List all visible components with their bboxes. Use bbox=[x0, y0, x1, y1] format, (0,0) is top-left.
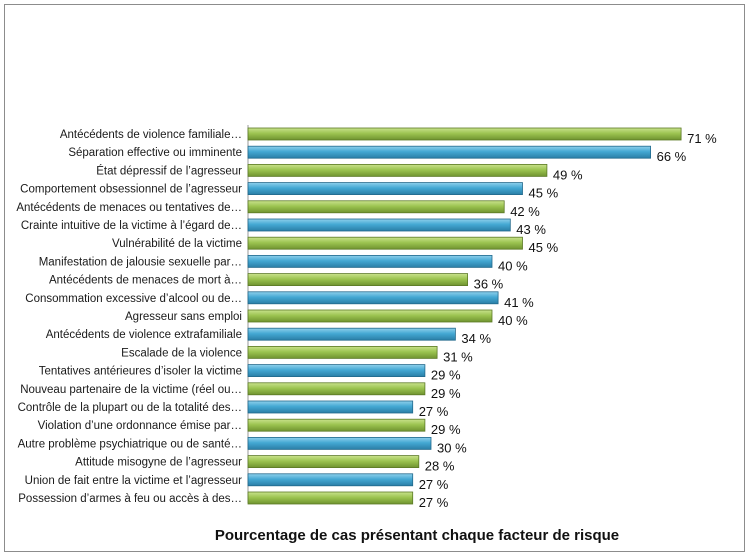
value-label: 40 % bbox=[498, 313, 528, 328]
value-label: 45 % bbox=[529, 240, 559, 255]
category-label: Escalade de la violence bbox=[121, 347, 242, 359]
value-label: 41 % bbox=[504, 295, 534, 310]
category-label: Crainte intuitive de la victime à l’égar… bbox=[21, 220, 242, 232]
value-label: 45 % bbox=[529, 186, 559, 201]
value-label: 49 % bbox=[553, 167, 583, 182]
category-label: État dépressif de l’agresseur bbox=[96, 164, 242, 177]
category-label: Nouveau partenaire de la victime (réel o… bbox=[20, 384, 242, 396]
bar-chart: Antécédents de violence familiale… Sépara… bbox=[16, 125, 717, 544]
bar-green bbox=[247, 418, 426, 432]
bar-blue bbox=[247, 400, 414, 414]
category-label: Manifestation de jalousie sexuelle par… bbox=[39, 256, 242, 268]
category-label: Violation d’une ordonnance émise par… bbox=[38, 420, 242, 432]
category-label: Possession d’armes à feu ou accès à des… bbox=[18, 493, 242, 505]
category-label: Antécédents de violence familiale… bbox=[60, 129, 242, 141]
category-label: Vulnérabilité de la victime bbox=[112, 238, 242, 250]
bar-blue bbox=[247, 254, 493, 268]
value-label: 27 % bbox=[419, 404, 449, 419]
value-label: 71 % bbox=[687, 131, 717, 146]
bar-green bbox=[247, 382, 426, 396]
bar-blue bbox=[247, 218, 511, 232]
category-label: Antécédents de menaces de mort à… bbox=[49, 275, 242, 287]
value-label: 30 % bbox=[437, 440, 467, 455]
value-labels: 71 %66 %49 %45 %42 %43 %45 %40 %36 %41 %… bbox=[419, 131, 717, 510]
bar-green bbox=[247, 309, 493, 323]
category-label: Antécédents de violence extrafamiliale bbox=[46, 329, 242, 341]
bar-blue bbox=[247, 182, 523, 196]
value-label: 42 % bbox=[510, 204, 540, 219]
value-label: 36 % bbox=[474, 277, 504, 292]
bar-green bbox=[247, 163, 548, 177]
bar-blue bbox=[247, 436, 432, 450]
value-label: 40 % bbox=[498, 258, 528, 273]
bar-blue bbox=[247, 145, 652, 159]
bar-blue bbox=[247, 473, 414, 487]
bar-green bbox=[247, 455, 420, 469]
value-label: 27 % bbox=[419, 477, 449, 492]
category-label: Séparation effective ou imminente bbox=[68, 147, 242, 159]
category-label: Consommation excessive d’alcool ou de… bbox=[25, 293, 242, 305]
value-label: 66 % bbox=[657, 149, 687, 164]
category-label: Attitude misogyne de l’agresseur bbox=[75, 457, 242, 469]
bar-green bbox=[247, 127, 682, 141]
bar-blue bbox=[247, 364, 426, 378]
x-axis-label: Pourcentage de cas présentant chaque fac… bbox=[215, 527, 619, 544]
bar-green bbox=[247, 200, 505, 214]
bar-green bbox=[247, 236, 523, 250]
value-label: 27 % bbox=[419, 495, 449, 510]
value-label: 31 % bbox=[443, 349, 473, 364]
value-label: 29 % bbox=[431, 422, 461, 437]
value-label: 29 % bbox=[431, 386, 461, 401]
category-label: Autre problème psychiatrique ou de santé… bbox=[18, 438, 242, 450]
value-label: 29 % bbox=[431, 368, 461, 383]
category-label: Agresseur sans emploi bbox=[125, 311, 242, 323]
bar-green bbox=[247, 273, 469, 287]
category-label: Antécédents de menaces ou tentatives de… bbox=[16, 202, 242, 214]
value-label: 34 % bbox=[461, 331, 491, 346]
bar-green bbox=[247, 345, 438, 359]
value-label: 43 % bbox=[516, 222, 546, 237]
bar-green bbox=[247, 491, 414, 505]
category-labels: Antécédents de violence familiale… Sépara… bbox=[16, 129, 242, 505]
category-label: Tentatives antérieures d’isoler la victi… bbox=[39, 366, 242, 378]
bars bbox=[247, 127, 682, 505]
category-label: Comportement obsessionnel de l’agresseur bbox=[20, 184, 242, 196]
category-label: Contrôle de la plupart ou de la totalité… bbox=[18, 402, 242, 414]
bar-blue bbox=[247, 291, 499, 305]
category-label: Union de fait entre la victime et l’agre… bbox=[25, 475, 242, 487]
chart-frame: Antécédents de violence familiale… Sépara… bbox=[4, 4, 745, 552]
value-label: 28 % bbox=[425, 459, 455, 474]
bar-blue bbox=[247, 327, 456, 341]
